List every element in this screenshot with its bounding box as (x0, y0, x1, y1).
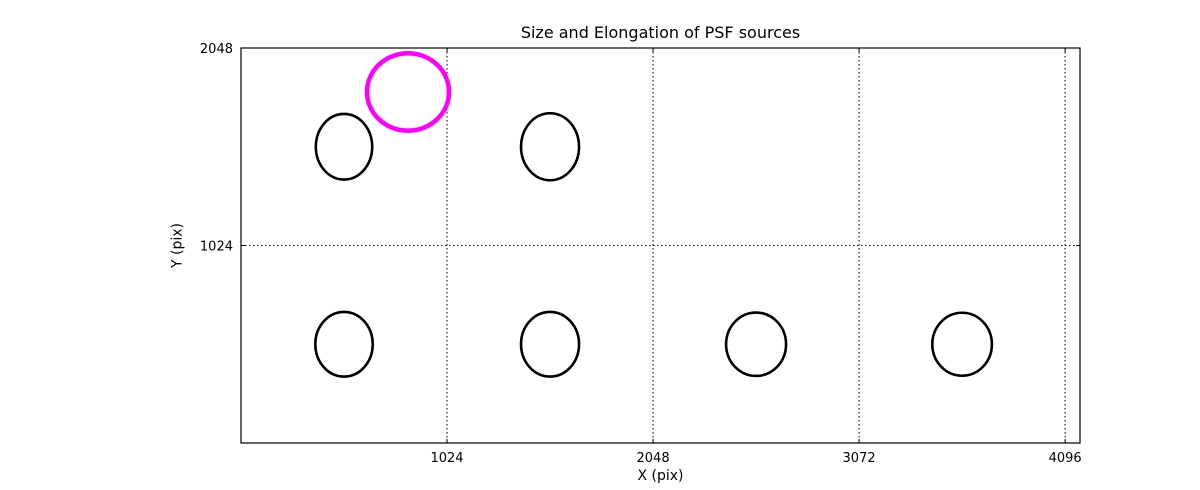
y-tick-label: 2048 (200, 42, 233, 57)
x-axis-label: X (pix) (637, 468, 684, 484)
x-tick-label: 4096 (1049, 451, 1082, 466)
x-tick-label: 2048 (637, 451, 670, 466)
y-tick-label: 1024 (200, 240, 233, 255)
psf-ellipse (519, 310, 581, 378)
highlighted-psf-ellipse (364, 50, 452, 133)
x-tick-label: 1024 (430, 451, 463, 466)
psf-ellipse (930, 311, 994, 378)
psf-ellipse (519, 111, 581, 182)
psf-ellipse (724, 311, 788, 378)
psf-ellipse (314, 112, 374, 181)
psf-ellipse (314, 310, 375, 378)
x-tick-label: 3072 (843, 451, 876, 466)
chart-title: Size and Elongation of PSF sources (520, 23, 801, 42)
